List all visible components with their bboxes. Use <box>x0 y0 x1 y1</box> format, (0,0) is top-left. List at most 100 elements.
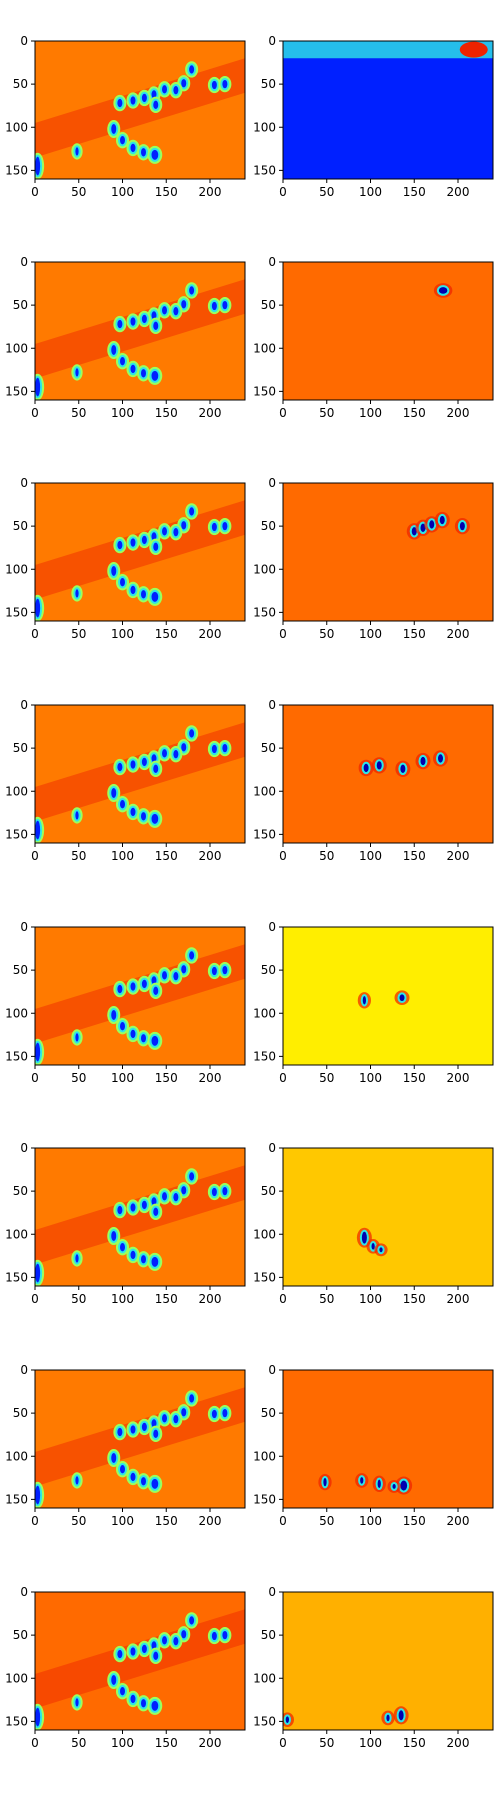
y-tick-label: 150 <box>5 605 28 619</box>
y-tick-label: 100 <box>5 1227 28 1241</box>
heatmap-blob <box>130 1694 136 1704</box>
x-tick-label: 50 <box>71 627 86 641</box>
heatmap-blob <box>379 1247 383 1253</box>
heatmap-blob <box>211 1409 217 1419</box>
heatmap-blob <box>162 749 167 758</box>
x-tick-label: 50 <box>71 185 86 199</box>
heatmap-blob <box>151 90 157 99</box>
heatmap-blob <box>141 1422 147 1432</box>
heatmap-blob <box>130 96 136 105</box>
y-tick-label: 50 <box>261 77 276 91</box>
heatmap-blob <box>189 286 195 295</box>
heatmap-blob <box>173 1192 179 1202</box>
x-tick-label: 150 <box>155 1292 178 1306</box>
heatmap-blob <box>398 1710 404 1721</box>
heatmap-blob <box>117 319 123 329</box>
x-tick-label: 150 <box>403 1736 426 1750</box>
x-tick-label: 100 <box>359 849 382 863</box>
heatmap-blob <box>130 982 136 991</box>
x-tick-label: 0 <box>31 1514 39 1528</box>
heatmap-blob <box>120 1022 125 1031</box>
x-tick-label: 0 <box>31 1736 39 1750</box>
heatmap-blob <box>141 93 147 103</box>
x-tick-label: 50 <box>319 849 334 863</box>
y-tick-label: 0 <box>20 1585 28 1599</box>
heatmap-blob <box>151 149 159 160</box>
x-tick-label: 200 <box>447 1514 470 1528</box>
x-tick-label: 100 <box>359 627 382 641</box>
heatmap-blob <box>130 1472 136 1482</box>
x-tick-label: 100 <box>359 406 382 420</box>
heatmap-blob <box>181 300 187 309</box>
heatmap-blob <box>162 1414 167 1423</box>
heatmap-blob <box>438 287 448 294</box>
x-tick-label: 150 <box>155 406 178 420</box>
x-tick-label: 150 <box>155 1514 178 1528</box>
y-tick-label: 50 <box>13 1406 28 1420</box>
heatmap-blob <box>459 521 465 531</box>
y-tick-label: 150 <box>253 827 276 841</box>
x-tick-label: 0 <box>279 406 287 420</box>
heatmap-blob <box>181 1408 187 1417</box>
heatmap-blob <box>438 754 443 763</box>
heatmap-band <box>35 58 245 158</box>
x-tick-label: 50 <box>71 1736 86 1750</box>
x-tick-label: 150 <box>403 849 426 863</box>
heatmap-blob <box>130 807 136 817</box>
heatmap-blob <box>35 820 41 840</box>
heatmap-blob <box>151 1641 157 1650</box>
x-tick-label: 50 <box>319 1514 334 1528</box>
heatmap-panel-5-1: 0 50 100 150 200 0 50 100 150 <box>5 920 246 1085</box>
heatmap-blob <box>117 98 123 108</box>
x-tick-label: 100 <box>111 185 134 199</box>
heatmap-band <box>35 500 245 600</box>
heatmap-blob <box>189 729 195 738</box>
y-tick-label: 50 <box>261 1406 276 1420</box>
x-tick-label: 150 <box>403 1514 426 1528</box>
heatmap-blob <box>173 1414 179 1424</box>
y-tick-label: 50 <box>261 1184 276 1198</box>
x-tick-label: 100 <box>359 1292 382 1306</box>
axes-frame <box>282 40 494 180</box>
heatmap-blob <box>211 301 217 311</box>
heatmap-blob <box>130 760 136 769</box>
heatmap-blob <box>141 1034 146 1043</box>
heatmap-blob <box>173 971 179 981</box>
x-tick-label: 100 <box>111 406 134 420</box>
axes-frame <box>34 482 246 622</box>
heatmap-blob <box>222 743 228 753</box>
x-tick-label: 50 <box>71 1514 86 1528</box>
x-tick-label: 50 <box>319 1292 334 1306</box>
heatmap-blob <box>399 994 405 1002</box>
heatmap-panel-4-2: 0 50 100 150 200 0 50 100 150 <box>253 698 494 863</box>
heatmap-blob <box>162 971 167 980</box>
heatmap-blob <box>400 1480 408 1491</box>
axes-frame <box>282 926 494 1066</box>
heatmap-blob <box>362 996 366 1005</box>
y-tick-label: 50 <box>13 298 28 312</box>
y-tick-label: 0 <box>20 34 28 48</box>
heatmap-panel-2-1: 0 50 100 150 200 0 50 100 150 <box>5 255 246 420</box>
heatmap-blob <box>411 527 417 536</box>
heatmap-blob <box>222 1408 228 1418</box>
heatmap-blob <box>151 1700 159 1711</box>
heatmap-blob <box>181 521 187 530</box>
x-tick-label: 50 <box>71 849 86 863</box>
y-tick-label: 0 <box>268 920 276 934</box>
x-tick-label: 50 <box>71 406 86 420</box>
x-tick-label: 0 <box>31 627 39 641</box>
x-tick-label: 0 <box>279 627 287 641</box>
heatmap-blob <box>363 763 369 773</box>
heatmap-panel-7-1: 0 50 100 150 200 0 50 100 150 <box>5 1363 246 1528</box>
heatmap-blob <box>130 1203 136 1212</box>
heatmap-blob <box>173 1636 179 1646</box>
heatmap-blob <box>141 1255 146 1264</box>
heatmap-band <box>35 1609 245 1709</box>
y-tick-label: 0 <box>20 698 28 712</box>
x-tick-label: 200 <box>447 849 470 863</box>
heatmap-blob <box>181 1186 187 1195</box>
heatmap-blob <box>361 1231 367 1244</box>
x-tick-label: 100 <box>111 1292 134 1306</box>
heatmap-panel-3-2: 0 50 100 150 200 0 50 100 150 <box>253 476 494 641</box>
heatmap-blob <box>189 1172 195 1181</box>
